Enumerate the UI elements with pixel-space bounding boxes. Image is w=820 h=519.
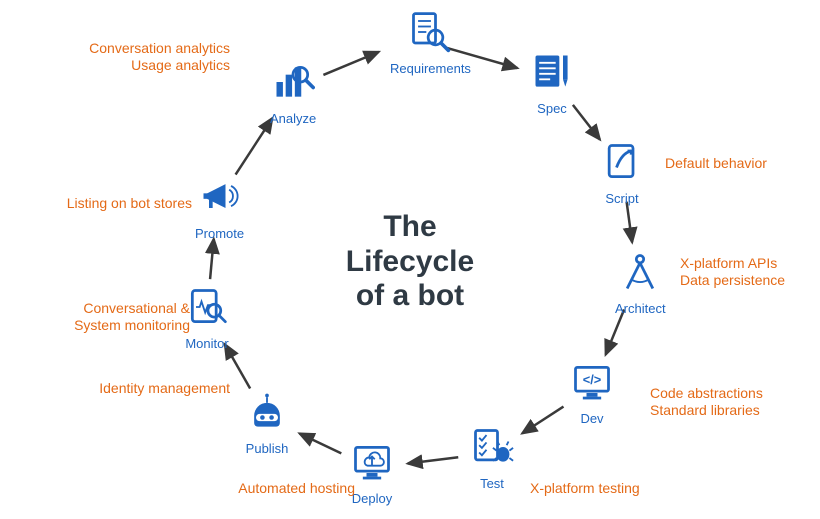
- arrow-spec-to-script: [573, 105, 600, 140]
- arrow-promote-to-analyze: [236, 118, 273, 174]
- arrow-script-to-architect: [627, 202, 633, 243]
- node-label-dev: Dev: [570, 411, 614, 426]
- annotation-architect: X-platform APIsData persistence: [680, 255, 820, 289]
- diagram-title: The Lifecycle of a bot: [300, 210, 520, 314]
- title-line1: The: [383, 210, 436, 243]
- title-line2: Lifecycle: [346, 245, 474, 278]
- lifecycle-node-monitor: Monitor: [185, 285, 229, 351]
- lifecycle-node-analyze: Analyze: [270, 60, 316, 126]
- requirements-icon: [390, 10, 471, 59]
- annotation-deploy: Automated hosting: [175, 480, 355, 497]
- arrow-test-to-deploy: [408, 457, 459, 463]
- lifecycle-node-publish: Publish: [245, 390, 289, 456]
- test-icon: [470, 425, 514, 474]
- deploy-icon: [350, 440, 394, 489]
- node-label-script: Script: [600, 191, 644, 206]
- monitor-icon: [185, 285, 229, 334]
- node-label-test: Test: [470, 476, 514, 491]
- arrow-analyze-to-requirements: [323, 52, 378, 75]
- dev-icon: </>: [570, 360, 614, 409]
- lifecycle-node-architect: Architect: [615, 250, 666, 316]
- lifecycle-node-script: Script: [600, 140, 644, 206]
- svg-text:</>: </>: [583, 372, 602, 387]
- lifecycle-node-spec: Spec: [530, 50, 574, 116]
- lifecycle-node-test: Test: [470, 425, 514, 491]
- annotation-promote: Listing on bot stores: [12, 195, 192, 212]
- node-label-requirements: Requirements: [390, 61, 471, 76]
- arrow-dev-to-test: [522, 407, 563, 434]
- annotation-analyze: Conversation analyticsUsage analytics: [30, 40, 230, 74]
- annotation-script: Default behavior: [665, 155, 820, 172]
- title-line3: of a bot: [356, 279, 464, 312]
- lifecycle-node-deploy: Deploy: [350, 440, 394, 506]
- annotation-monitor: Conversational &System monitoring: [10, 300, 190, 334]
- node-label-spec: Spec: [530, 101, 574, 116]
- promote-icon: [195, 175, 244, 224]
- node-label-publish: Publish: [245, 441, 289, 456]
- spec-icon: [530, 50, 574, 99]
- arrow-monitor-to-promote: [210, 239, 214, 279]
- lifecycle-node-promote: Promote: [195, 175, 244, 241]
- node-label-promote: Promote: [195, 226, 244, 241]
- node-label-monitor: Monitor: [185, 336, 229, 351]
- annotation-dev: Code abstractionsStandard libraries: [650, 385, 820, 419]
- lifecycle-node-dev: </> Dev: [570, 360, 614, 426]
- analyze-icon: [270, 60, 316, 109]
- architect-icon: [615, 250, 666, 299]
- arrow-architect-to-dev: [606, 309, 624, 354]
- arrow-deploy-to-publish: [300, 433, 342, 453]
- publish-icon: [245, 390, 289, 439]
- annotation-test: X-platform testing: [530, 480, 730, 497]
- node-label-architect: Architect: [615, 301, 666, 316]
- script-icon: [600, 140, 644, 189]
- annotation-publish: Identity management: [30, 380, 230, 397]
- node-label-deploy: Deploy: [350, 491, 394, 506]
- lifecycle-node-requirements: Requirements: [390, 10, 471, 76]
- node-label-analyze: Analyze: [270, 111, 316, 126]
